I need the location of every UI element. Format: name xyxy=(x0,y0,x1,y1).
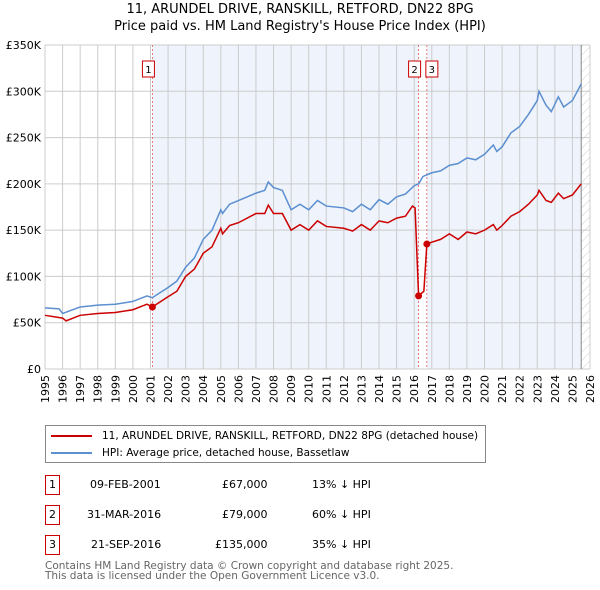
x-tick-label: 2021 xyxy=(496,375,509,403)
transaction-price: £67,000 xyxy=(222,478,268,491)
x-tick-label: 2013 xyxy=(355,375,368,403)
x-tick-label: 2005 xyxy=(215,375,228,403)
shaded-region xyxy=(152,45,419,369)
shaded-region xyxy=(426,45,582,369)
transaction-date: 21-SEP-2016 xyxy=(91,538,162,551)
x-tick-label: 2016 xyxy=(408,375,421,403)
y-tick-label: £250K xyxy=(6,132,42,145)
transaction-hpi: 13% ↓ HPI xyxy=(312,478,371,491)
sale-point xyxy=(415,292,423,300)
x-tick-label: 2009 xyxy=(285,375,298,403)
legend-item-hpi: HPI: Average price, detached house, Bass… xyxy=(51,445,349,461)
x-tick-label: 1999 xyxy=(109,375,122,403)
sale-label-box xyxy=(141,60,155,78)
x-tick-label: 2004 xyxy=(197,375,210,403)
sale-label: 3 xyxy=(429,65,435,76)
x-tick-label: 1997 xyxy=(74,375,87,403)
chart-title: 11, ARUNDEL DRIVE, RANSKILL, RETFORD, DN… xyxy=(126,2,474,17)
legend-swatch-blue xyxy=(51,452,92,454)
legend-label: 11, ARUNDEL DRIVE, RANSKILL, RETFORD, DN… xyxy=(102,430,479,442)
x-tick-label: 2006 xyxy=(232,375,245,403)
footer-line: This data is licensed under the Open Gov… xyxy=(45,570,380,582)
y-tick-label: £300K xyxy=(6,85,42,98)
transaction-price: £79,000 xyxy=(222,508,268,521)
sale-label: 1 xyxy=(145,65,151,76)
x-tick-label: 2007 xyxy=(250,375,263,403)
chart-subtitle: Price paid vs. HM Land Registry's House … xyxy=(114,19,486,34)
footer: Contains HM Land Registry data © Crown c… xyxy=(45,560,454,582)
footer-line: Contains HM Land Registry data © Crown c… xyxy=(45,560,454,572)
x-tick-label: 2015 xyxy=(391,375,404,403)
x-tick-label: 2022 xyxy=(514,375,527,403)
legend-label: HPI: Average price, detached house, Bass… xyxy=(102,447,350,459)
y-tick-label: £100K xyxy=(6,270,42,283)
x-tick-label: 2003 xyxy=(180,375,193,403)
y-tick-label: £50K xyxy=(13,317,42,330)
x-tick-label: 2023 xyxy=(531,375,544,403)
sale-point xyxy=(148,303,156,311)
x-tick-label: 2024 xyxy=(549,375,562,403)
series-line xyxy=(44,183,582,322)
x-tick-label: 1995 xyxy=(39,375,52,403)
x-tick-label: 1996 xyxy=(57,375,70,403)
transaction-date: 31-MAR-2016 xyxy=(87,508,162,521)
transaction-price: £135,000 xyxy=(215,538,268,551)
x-tick-label: 1998 xyxy=(92,375,105,403)
x-tick-label: 2008 xyxy=(268,375,281,403)
sale-point xyxy=(423,240,431,248)
transaction-hpi: 35% ↓ HPI xyxy=(312,538,371,551)
legend-swatch-red xyxy=(51,435,92,437)
legend: 11, ARUNDEL DRIVE, RANSKILL, RETFORD, DN… xyxy=(45,425,486,463)
x-tick-label: 2002 xyxy=(162,375,175,403)
x-tick-label: 2020 xyxy=(479,375,492,403)
x-tick-label: 2001 xyxy=(144,375,157,403)
chart-plot: 1995 1996 1997 1998 1999 2000 2001 2002 2003 2004… xyxy=(6,39,597,403)
sale-label-box xyxy=(425,60,439,78)
x-tick-label: 2017 xyxy=(426,375,439,403)
sale-label-box xyxy=(408,60,422,78)
transaction-number: 3 xyxy=(45,535,60,555)
legend-item-property: 11, ARUNDEL DRIVE, RANSKILL, RETFORD, DN… xyxy=(51,428,478,444)
y-tick-label: £150K xyxy=(6,224,42,237)
transaction-date: 09-FEB-2001 xyxy=(90,478,161,491)
x-tick-label: 2014 xyxy=(373,375,386,403)
sale-label: 2 xyxy=(411,65,417,76)
transaction-number: 2 xyxy=(45,505,60,525)
x-tick-label: 2000 xyxy=(127,375,140,403)
y-tick-label: £200K xyxy=(6,178,42,191)
y-tick-label: £0 xyxy=(27,363,41,376)
y-tick-label: £350K xyxy=(6,39,42,52)
transaction-hpi: 60% ↓ HPI xyxy=(312,508,371,521)
transaction-number: 1 xyxy=(45,475,60,495)
x-tick-label: 2018 xyxy=(443,375,456,403)
x-tick-label: 2026 xyxy=(584,375,597,403)
x-tick-label: 2019 xyxy=(461,375,474,403)
x-tick-label: 2011 xyxy=(320,375,333,403)
x-tick-label: 2010 xyxy=(303,375,316,403)
series-line xyxy=(44,83,582,315)
forecast-hatch xyxy=(581,45,590,369)
x-tick-label: 2025 xyxy=(566,375,579,403)
x-tick-label: 2012 xyxy=(338,375,351,403)
